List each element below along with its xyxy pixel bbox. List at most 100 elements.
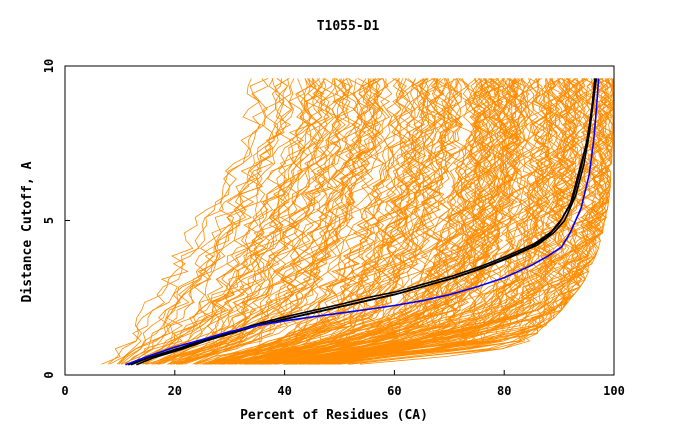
- model-curve: [227, 78, 458, 365]
- model-curve: [298, 78, 578, 365]
- model-curve: [317, 78, 561, 365]
- model-curve: [206, 78, 425, 365]
- model-curve: [330, 78, 614, 365]
- model-curve: [246, 78, 490, 365]
- model-curve: [261, 78, 511, 365]
- model-curve: [264, 78, 536, 365]
- model-curve: [101, 78, 262, 365]
- model-curve: [301, 78, 593, 365]
- model-curve: [181, 78, 364, 365]
- x-tick-label: 20: [168, 384, 182, 398]
- highlight-curves: [125, 78, 600, 366]
- model-curve: [238, 78, 484, 365]
- model-curve: [244, 78, 503, 365]
- x-tick-label: 0: [61, 384, 68, 398]
- model-curve: [118, 78, 287, 365]
- model-curve: [155, 78, 331, 365]
- model-curve: [247, 78, 490, 365]
- model-curve: [316, 78, 610, 365]
- model-curve: [178, 78, 382, 365]
- model-curve: [269, 78, 540, 365]
- model-curve: [120, 78, 281, 365]
- model-curve: [222, 78, 423, 365]
- model-curve: [334, 78, 614, 365]
- model-curve: [249, 78, 495, 365]
- model-curve: [107, 78, 269, 365]
- model-curve: [312, 78, 602, 365]
- axis-ticks: 0 20 40 60 80 100 0 5 10: [42, 59, 625, 398]
- model-curve: [332, 78, 614, 365]
- model-curve: [285, 78, 530, 365]
- model-curve: [154, 78, 340, 365]
- model-curve: [209, 78, 416, 365]
- model-curve: [211, 78, 437, 365]
- model-curve: [151, 78, 336, 365]
- model-curve: [229, 78, 463, 365]
- model-curve: [178, 78, 382, 365]
- model-curve: [318, 78, 561, 365]
- model-curve: [290, 78, 539, 365]
- y-tick-label: 5: [42, 217, 56, 224]
- model-curve: [214, 78, 446, 365]
- model-curve: [233, 78, 462, 365]
- model-curve: [220, 78, 445, 365]
- model-curve: [178, 78, 377, 365]
- model-curve: [159, 78, 356, 365]
- blue-series-line: [125, 78, 600, 366]
- model-curve: [142, 78, 319, 365]
- model-curve: [285, 78, 558, 365]
- model-curve: [243, 78, 486, 365]
- model-curve: [133, 78, 295, 365]
- model-curve: [177, 78, 377, 365]
- model-curve: [262, 78, 523, 365]
- model-curve: [305, 78, 568, 365]
- x-axis-label: Percent of Residues (CA): [240, 408, 428, 423]
- model-curve: [221, 78, 424, 365]
- model-curve: [195, 78, 409, 365]
- model-curve: [277, 78, 557, 365]
- model-curve: [270, 78, 504, 365]
- model-curve: [144, 78, 330, 365]
- model-curve: [116, 78, 290, 365]
- model-curve: [138, 78, 325, 365]
- model-curve: [205, 78, 439, 365]
- model-curve: [223, 78, 452, 365]
- model-curve: [192, 78, 404, 365]
- black-series-line: [136, 78, 598, 366]
- model-curve: [221, 78, 458, 365]
- y-tick-label: 10: [42, 59, 56, 73]
- model-curve: [248, 78, 512, 365]
- model-curve: [229, 78, 428, 365]
- y-axis-label: Distance Cutoff, A: [20, 161, 35, 302]
- model-curve: [337, 78, 605, 365]
- model-curve: [266, 78, 545, 365]
- model-curve: [147, 78, 339, 365]
- model-curve: [251, 78, 506, 365]
- model-curve: [322, 78, 614, 365]
- y-tick-label: 0: [42, 371, 56, 378]
- model-curve: [255, 78, 527, 365]
- x-tick-label: 80: [497, 384, 511, 398]
- model-curve: [224, 78, 455, 365]
- model-curve: [286, 78, 576, 365]
- model-curve: [133, 78, 314, 365]
- model-curve: [258, 78, 520, 365]
- model-curve: [283, 78, 568, 365]
- model-curve: [109, 78, 269, 365]
- model-curve: [176, 78, 345, 365]
- model-curve: [162, 78, 349, 365]
- model-curve: [303, 78, 600, 365]
- model-curve: [118, 78, 281, 365]
- model-curve: [251, 78, 499, 365]
- model-curve: [150, 78, 348, 365]
- model-curve: [273, 78, 547, 365]
- chart-title: T1055-D1: [317, 19, 380, 34]
- model-curve: [144, 78, 321, 365]
- model-curve: [229, 78, 462, 365]
- model-curve: [231, 78, 474, 365]
- model-curve: [167, 78, 375, 365]
- model-curve: [181, 78, 386, 365]
- model-curve: [286, 78, 542, 365]
- x-tick-label: 100: [603, 384, 625, 398]
